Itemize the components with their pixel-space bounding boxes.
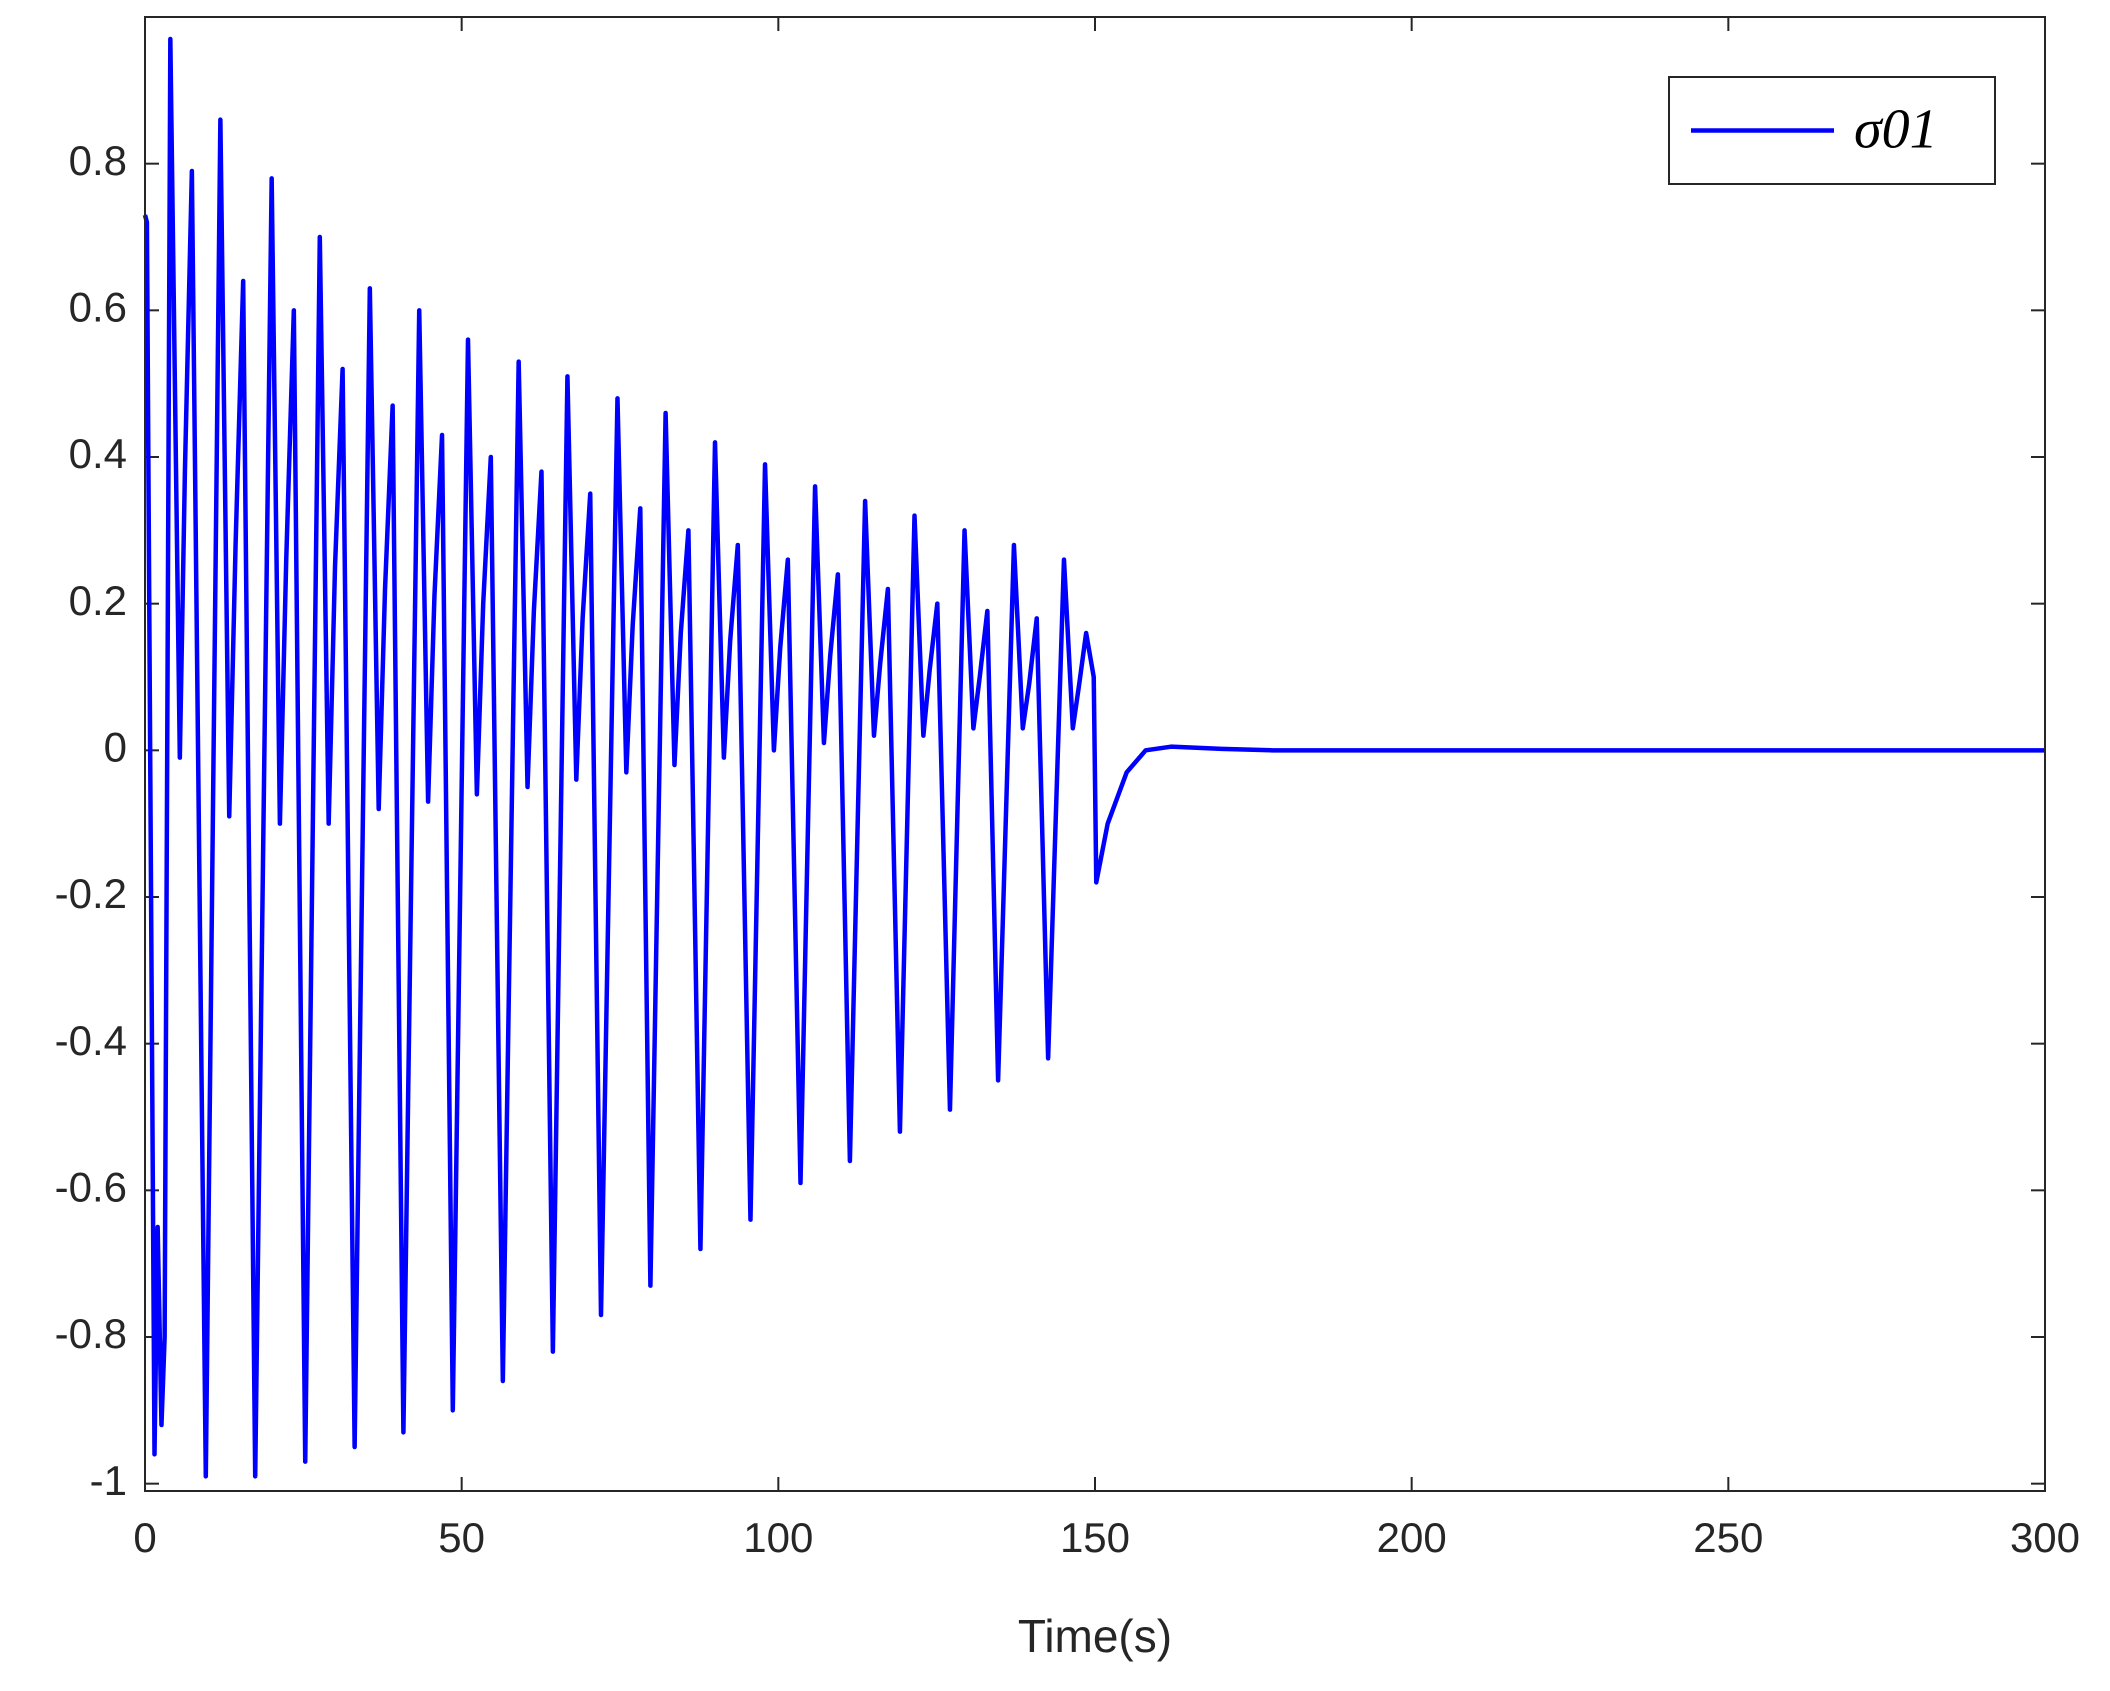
legend-label: σ01 <box>1854 98 1938 160</box>
y-tick-label: -0.8 <box>55 1310 127 1357</box>
x-tick-label: 0 <box>133 1514 156 1561</box>
x-tick-label: 150 <box>1060 1514 1130 1561</box>
x-tick-label: 100 <box>743 1514 813 1561</box>
y-tick-label: 0.6 <box>69 283 127 330</box>
y-tick-label: 0.4 <box>69 430 127 477</box>
x-tick-label: 250 <box>1693 1514 1763 1561</box>
y-tick-label: -1 <box>90 1457 127 1504</box>
y-tick-label: -0.6 <box>55 1163 127 1210</box>
y-tick-label: -0.2 <box>55 870 127 917</box>
y-tick-label: 0.2 <box>69 577 127 624</box>
y-tick-label: 0.8 <box>69 137 127 184</box>
x-tick-label: 300 <box>2010 1514 2080 1561</box>
x-axis-label: Time(s) <box>1018 1610 1172 1662</box>
y-tick-label: 0 <box>104 723 127 770</box>
x-tick-label: 50 <box>438 1514 485 1561</box>
x-tick-label: 200 <box>1377 1514 1447 1561</box>
y-tick-label: -0.4 <box>55 1017 127 1064</box>
series-line <box>142 36 2045 1479</box>
axes-box <box>144 16 2046 1492</box>
